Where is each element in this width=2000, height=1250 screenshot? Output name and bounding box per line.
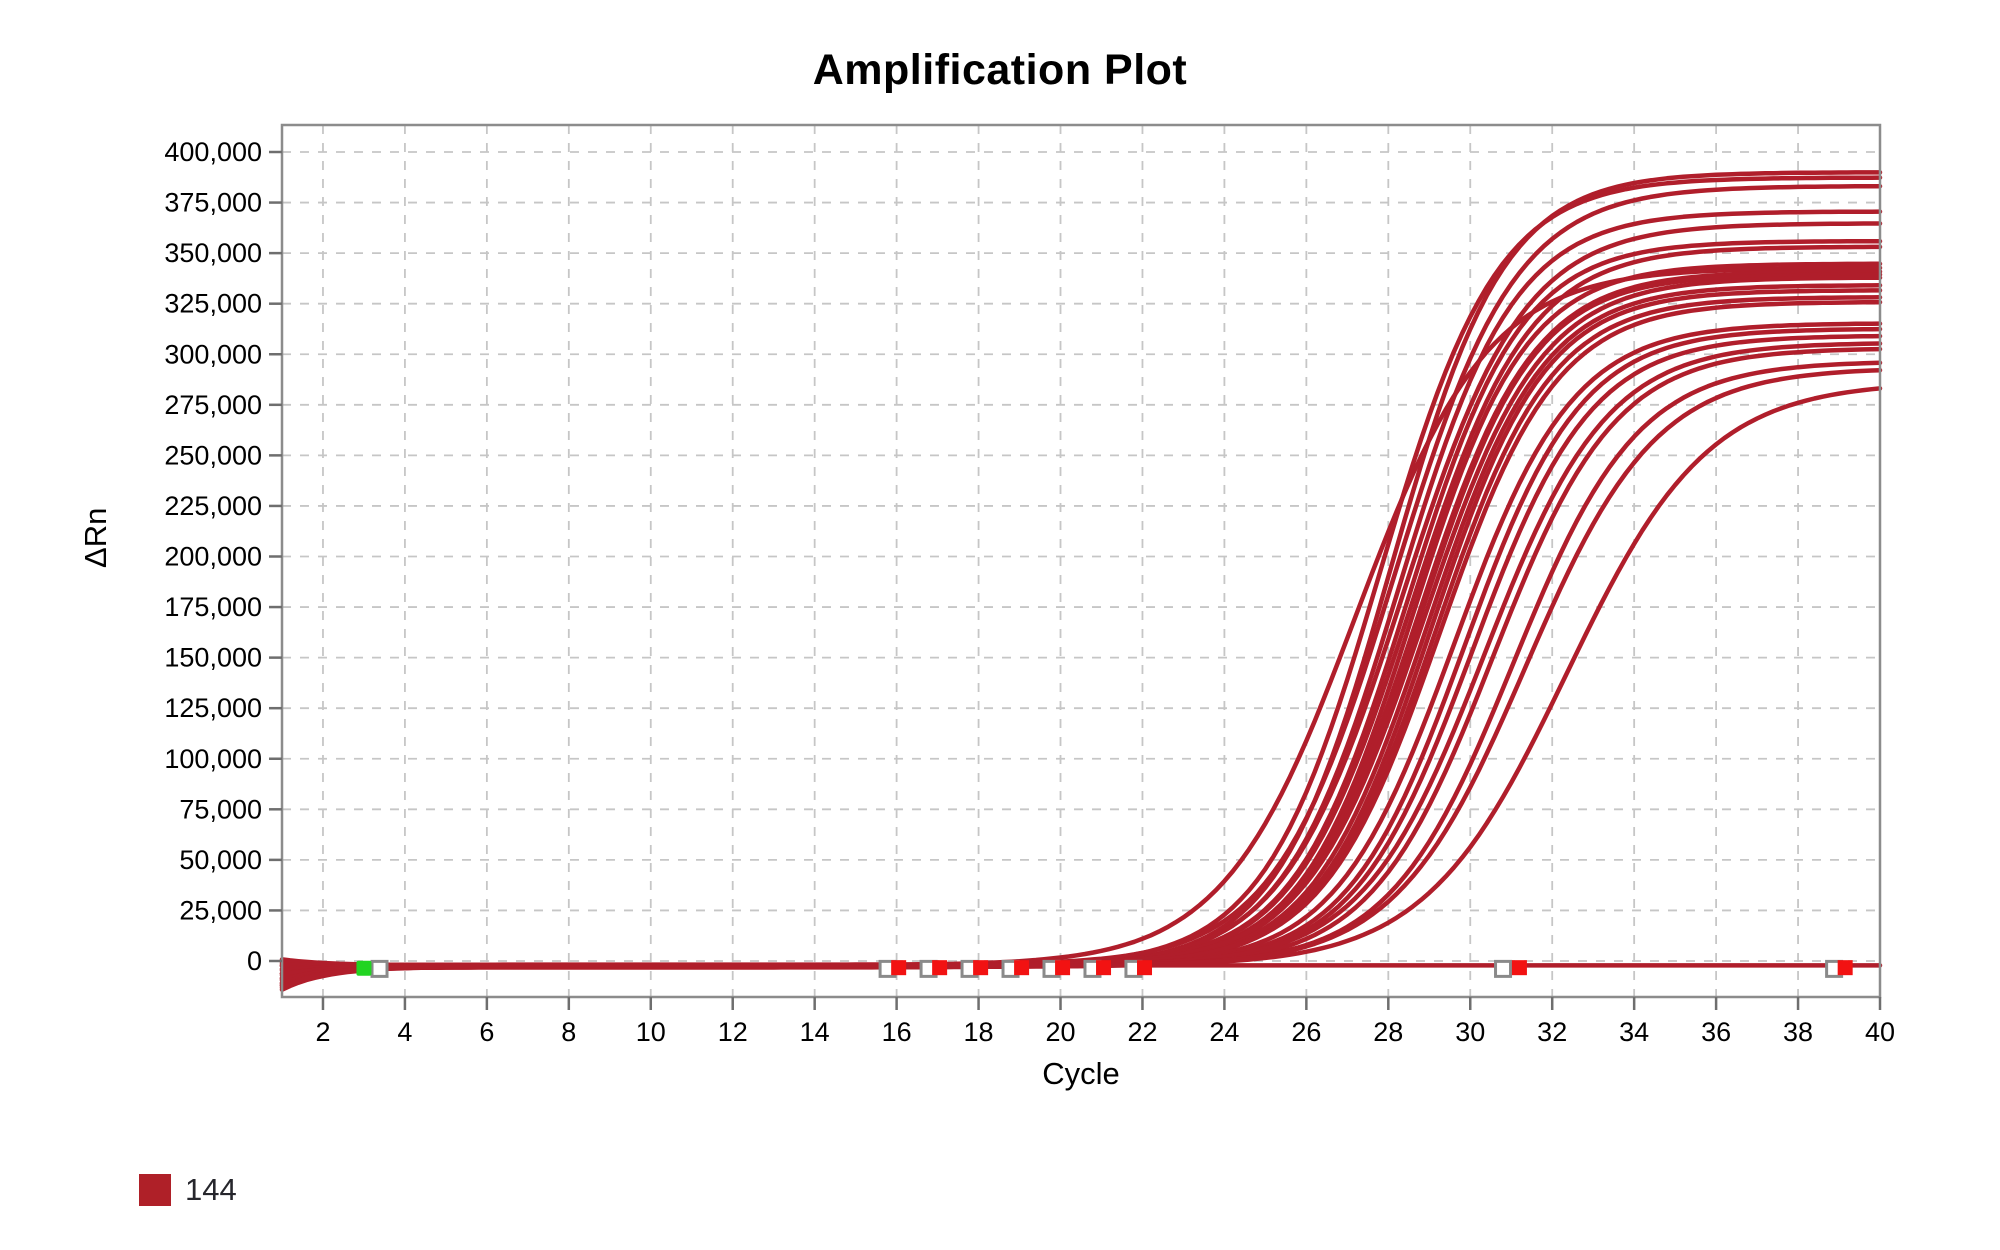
x-tick-label: 16: [882, 1017, 912, 1047]
amplification-curve: [279, 346, 1883, 982]
red-well-marker: [1096, 960, 1112, 976]
plot-border: [280, 123, 1882, 999]
amplification-curve: [279, 341, 1883, 978]
x-tick-label: 32: [1537, 1017, 1567, 1047]
red-well-marker: [1055, 960, 1071, 976]
amplification-curve: [279, 283, 1883, 992]
gray-well-marker: [370, 959, 389, 978]
amplification-curve: [279, 963, 1883, 990]
x-tick-label: 28: [1373, 1017, 1403, 1047]
amplification-curve: [279, 275, 1883, 988]
x-tick-label: 34: [1619, 1017, 1649, 1047]
gray-well-marker: [1494, 959, 1513, 978]
x-tick-label: 18: [964, 1017, 994, 1047]
x-tick-label: 12: [718, 1017, 748, 1047]
x-tick-label: 30: [1455, 1017, 1485, 1047]
red-well-marker: [1837, 960, 1853, 976]
x-axis-title: Cycle: [1042, 1056, 1120, 1091]
gridlines: [282, 125, 1881, 997]
red-well-marker: [973, 960, 989, 976]
amplification-curve: [279, 209, 1883, 972]
amplification-curve: [279, 272, 1883, 987]
y-tick-label: 150,000: [164, 643, 262, 673]
legend-color-swatch: [139, 1174, 171, 1206]
amplification-curve: [279, 221, 1883, 976]
amplification-curve: [279, 386, 1883, 988]
amplification-curve: [279, 288, 1883, 968]
x-tick-label: 20: [1045, 1017, 1075, 1047]
y-tick-label: 350,000: [164, 238, 262, 268]
y-tick-label: 75,000: [179, 794, 262, 824]
x-tick-label: 24: [1209, 1017, 1239, 1047]
well-markers[interactable]: [356, 959, 1853, 978]
y-tick-label: 250,000: [164, 440, 262, 470]
y-tick-label: 325,000: [164, 289, 262, 319]
x-tick-label: 22: [1127, 1017, 1157, 1047]
x-tick-label: 4: [397, 1017, 412, 1047]
x-tick-label: 6: [479, 1017, 494, 1047]
chart-title: Amplification Plot: [812, 46, 1188, 94]
y-tick-label: 125,000: [164, 693, 262, 723]
y-tick-label: 100,000: [164, 744, 262, 774]
x-tick-label: 38: [1783, 1017, 1813, 1047]
y-tick-label: 200,000: [164, 542, 262, 572]
red-well-marker: [1511, 960, 1527, 976]
y-tick-label: 375,000: [164, 188, 262, 218]
x-tick-label: 14: [800, 1017, 830, 1047]
y-tick-label: 0: [247, 946, 262, 976]
amplification-curve: [279, 326, 1883, 973]
x-tick-label: 2: [315, 1017, 330, 1047]
x-tick-label: 40: [1865, 1017, 1895, 1047]
series-curves[interactable]: [279, 170, 1883, 992]
amplification-curve: [279, 269, 1883, 986]
x-tick-label: 26: [1291, 1017, 1321, 1047]
x-tick-label: 8: [561, 1017, 576, 1047]
y-tick-label: 175,000: [164, 592, 262, 622]
axis-ticks-and-labels: 2 4 6 8 10 12 14 16 18 20 22 24 26 28 30 32 34 36 38 40025,…: [164, 137, 1895, 1047]
y-tick-label: 275,000: [164, 390, 262, 420]
y-tick-label: 50,000: [179, 845, 262, 875]
red-well-marker: [1014, 960, 1030, 976]
amplification-curve: [279, 367, 1883, 986]
y-tick-label: 300,000: [164, 339, 262, 369]
green-well-marker: [356, 960, 372, 976]
y-tick-label: 400,000: [164, 137, 262, 167]
red-well-marker: [932, 960, 948, 976]
legend-item-label[interactable]: 144: [185, 1172, 237, 1207]
y-tick-label: 25,000: [179, 895, 262, 925]
red-well-marker: [891, 960, 907, 976]
x-tick-label: 10: [636, 1017, 666, 1047]
x-tick-label: 36: [1701, 1017, 1731, 1047]
legend: 144: [139, 1172, 237, 1208]
red-well-marker: [1137, 960, 1153, 976]
y-tick-label: 225,000: [164, 491, 262, 521]
amplification-curve: [279, 321, 1883, 971]
